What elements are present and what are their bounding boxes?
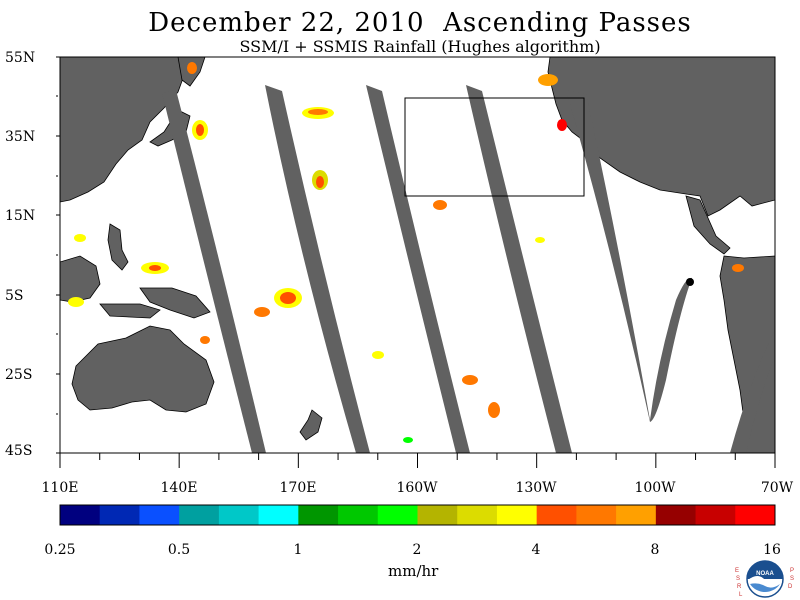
- noaa-logo-text: NOAA: [756, 571, 774, 577]
- lon-label-110e: 110E: [41, 480, 79, 496]
- lat-label-45s: 45S: [5, 443, 33, 459]
- rain-cells: [68, 62, 744, 443]
- colorbar-cell: [655, 505, 697, 525]
- colorbar-cell: [258, 505, 299, 525]
- noaa-logo-esrl-l: L: [739, 592, 743, 598]
- landmass-indonesia: [60, 255, 161, 319]
- map-subtitle: SSM/I + SSMIS Rainfall (Hughes algorithm…: [239, 37, 601, 56]
- orbit-gap-1: [162, 90, 266, 453]
- lon-label-170e: 170E: [279, 480, 317, 496]
- colorbar-cell: [616, 505, 657, 525]
- colorbar-label-4: 4: [531, 542, 541, 558]
- landmass-new-zealand: [299, 409, 323, 441]
- landmass-south-america: [719, 255, 775, 453]
- colorbar-cell: [457, 505, 498, 525]
- lat-label-5s: 5S: [5, 288, 24, 304]
- lon-ticks: [59, 453, 776, 468]
- landmass-central-america: [685, 195, 731, 255]
- colorbar-cell: [496, 505, 538, 525]
- lat-ticks: [56, 56, 60, 454]
- lat-label-35n: 35N: [5, 129, 36, 145]
- region-box: [404, 97, 585, 197]
- lon-label-130w: 130W: [515, 480, 557, 496]
- noaa-logo-psd-s: S: [790, 576, 794, 582]
- colorbar-label-6: 16: [763, 542, 781, 558]
- colorbar-frame: [59, 504, 776, 526]
- colorbar-cell: [99, 505, 140, 525]
- noaa-logo-psd-p: P: [790, 568, 794, 574]
- lon-label-100w: 100W: [634, 480, 676, 496]
- lon-label-70w: 70W: [760, 480, 794, 496]
- colorbar-label-5: 8: [650, 542, 660, 558]
- colorbar-label-3: 2: [412, 542, 422, 558]
- orbit-gap-4: [466, 85, 572, 453]
- lat-label-25s: 25S: [5, 367, 33, 383]
- landmass-north-america: [547, 57, 775, 217]
- colorbar-label-2: 1: [293, 542, 303, 558]
- landmass-australia: [71, 325, 215, 413]
- colorbar-cell: [735, 505, 776, 525]
- noaa-logo-psd-d: D: [788, 584, 793, 590]
- orbit-gap-2: [265, 85, 370, 453]
- colorbar-cell: [338, 505, 379, 525]
- colorbar-cell: [179, 505, 220, 525]
- map-title: December 22, 2010 Ascending Passes: [148, 8, 692, 38]
- noaa-logo-esrl-s: S: [736, 576, 740, 582]
- orbit-gap-6: [730, 330, 775, 453]
- lon-label-140e: 140E: [160, 480, 198, 496]
- colorbar-cell: [218, 505, 260, 525]
- noaa-logo-esrl: E: [735, 568, 739, 574]
- colorbar-cell: [298, 505, 339, 525]
- colorbar-label-0: 0.25: [44, 542, 76, 558]
- colorbar-units: mm/hr: [388, 562, 439, 580]
- noaa-logo: NOAA E S R L P S D: [735, 560, 794, 598]
- colorbar-cell: [139, 505, 180, 525]
- colorbar: [60, 505, 776, 525]
- colorbar-cell: [60, 505, 101, 525]
- colorbar-cell: [377, 505, 418, 525]
- orbit-gap-3: [366, 85, 470, 453]
- lon-label-160w: 160W: [396, 480, 438, 496]
- colorbar-label-1: 0.5: [167, 542, 191, 558]
- colorbar-cell: [417, 505, 458, 525]
- landmass-philippines: [107, 223, 129, 271]
- landmass-new-guinea: [139, 287, 211, 319]
- colorbar-cell: [695, 505, 736, 525]
- noaa-logo-esrl-r: R: [737, 584, 742, 590]
- orbit-gap-5: [566, 90, 692, 422]
- lat-label-55n: 55N: [5, 50, 36, 66]
- lat-label-15n: 15N: [5, 208, 36, 224]
- colorbar-cell: [576, 505, 617, 525]
- colorbar-cell: [536, 505, 577, 525]
